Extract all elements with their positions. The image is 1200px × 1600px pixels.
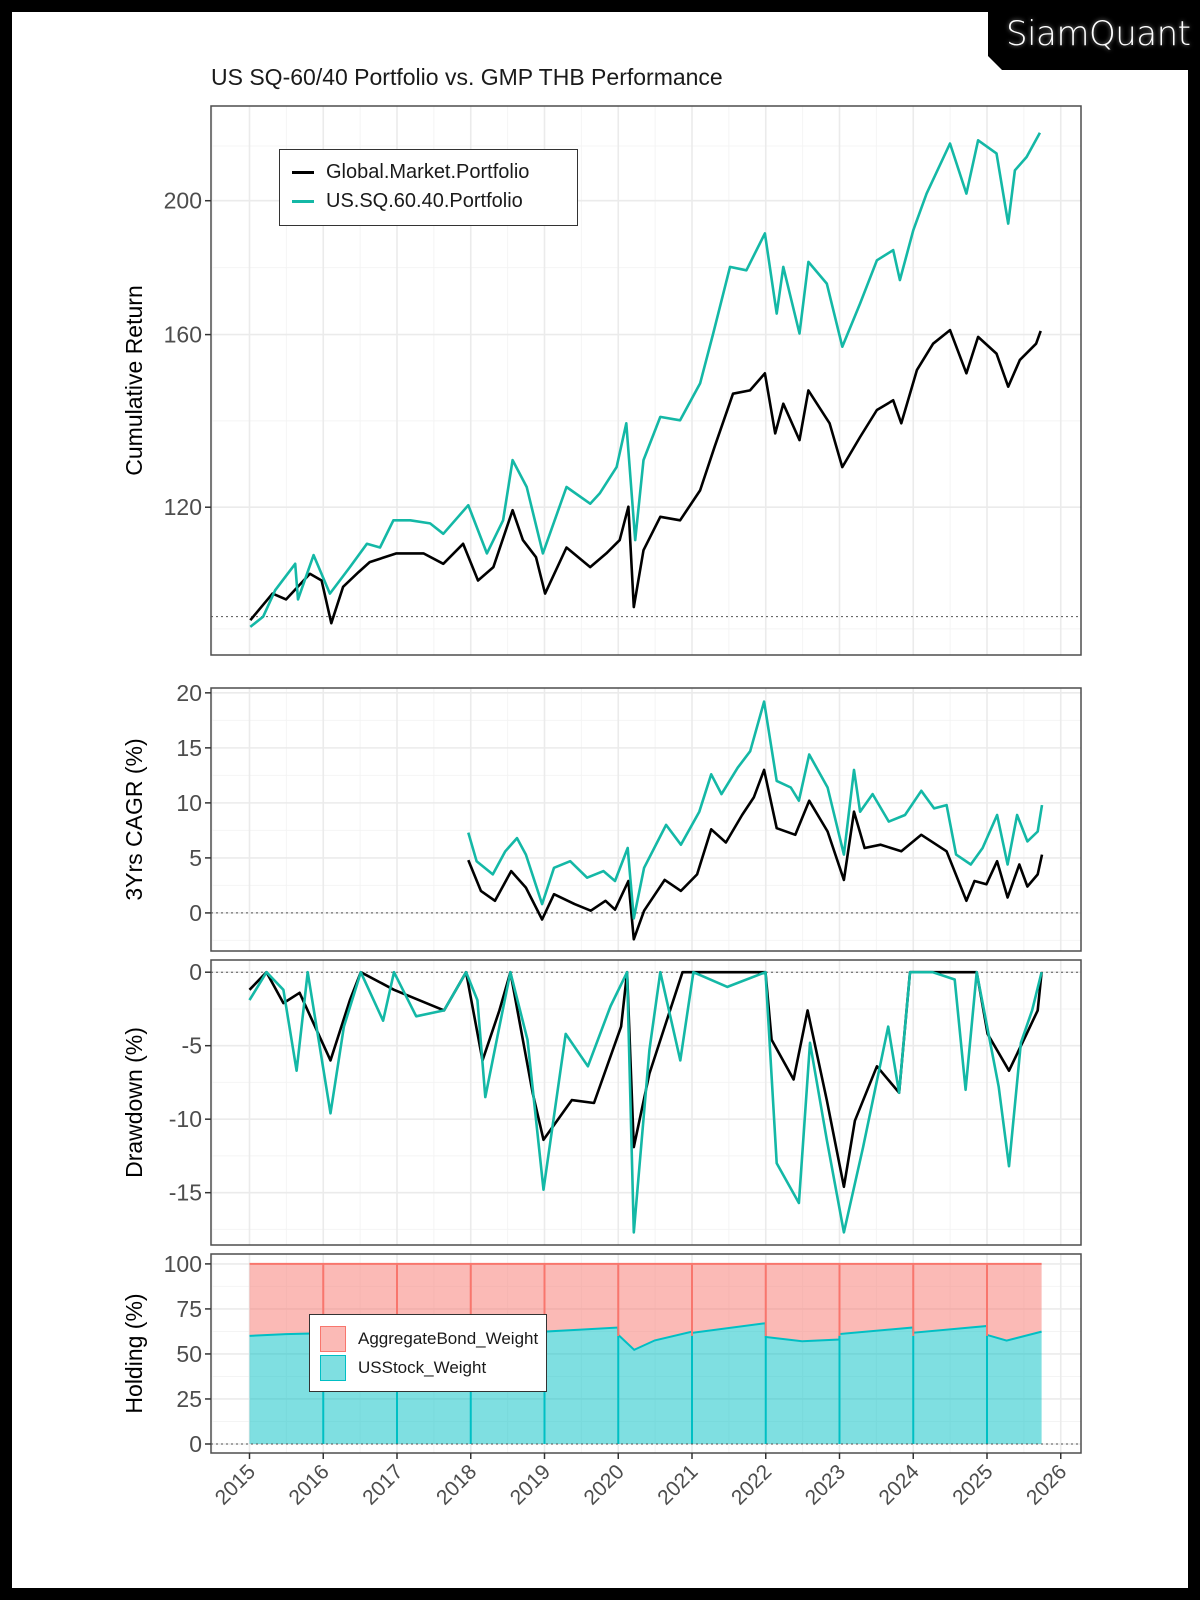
series-line-global-market-portfolio — [249, 328, 1042, 625]
panel-3: 0 -5 -10 -15 Drawdown (%) — [121, 959, 1082, 1246]
legend-label: AggregateBond_Weight — [358, 1328, 539, 1348]
x-tick-label: 2017 — [358, 1460, 407, 1509]
series-line-us-sq-60-40-portfolio — [249, 132, 1042, 628]
y-tick-label: 160 — [164, 322, 202, 348]
y-tick-label: -5 — [182, 1033, 202, 1059]
y-axis-title: Drawdown (%) — [121, 1027, 147, 1178]
y-tick-label: 50 — [176, 1341, 202, 1367]
legend-key-black-line — [292, 171, 314, 174]
chart-title: US SQ-60/40 Portfolio vs. GMP THB Perfor… — [211, 64, 723, 90]
x-tick-label: 2015 — [211, 1460, 260, 1509]
y-tick-label: 200 — [164, 188, 202, 214]
logo-text: SiamQuant — [1006, 14, 1191, 54]
siamquant-logo: SiamQuant — [988, 0, 1200, 70]
x-tick-label: 2019 — [506, 1460, 555, 1509]
series-line-global-market-portfolio — [467, 768, 1044, 941]
legend-key-teal-line — [292, 200, 314, 203]
x-tick-label: 2024 — [874, 1460, 924, 1510]
x-tick-label: 2018 — [432, 1460, 481, 1509]
x-tick-label: 2023 — [801, 1460, 850, 1509]
panel-1: 120 160 200 Cumulative Return — [121, 105, 1082, 656]
y-tick-label: 100 — [164, 1251, 202, 1277]
legend-label: Global.Market.Portfolio — [326, 161, 530, 183]
legend-item-us-sq-60-40-portfolio: US.SQ.60.40.Portfolio — [292, 187, 577, 216]
panel-border — [210, 105, 1082, 656]
legend-label: US.SQ.60.40.Portfolio — [326, 190, 523, 212]
y-tick-label: 10 — [176, 790, 202, 816]
x-tick-label: 2020 — [579, 1460, 628, 1509]
y-tick-label: 20 — [176, 680, 202, 706]
y-tick-label: 15 — [176, 735, 202, 761]
legend-item-aggregate-bond: AggregateBond_Weight — [320, 1324, 546, 1353]
y-tick-label: 0 — [189, 959, 202, 985]
y-axis-title: 3Yrs CAGR (%) — [121, 738, 147, 900]
panel-4: 0 25 50 75 100 Holding (%) 2015 2016 2017 2018 201… — [121, 1251, 1082, 1510]
legend-key-red-box — [320, 1325, 346, 1352]
y-tick-label: 0 — [189, 900, 202, 926]
legend-holding: AggregateBond_Weight USStock_Weight — [309, 1314, 547, 1392]
y-tick-label: 0 — [189, 1431, 202, 1457]
x-tick-label: 2016 — [284, 1460, 333, 1509]
x-tick-label: 2021 — [653, 1460, 702, 1509]
x-tick-label: 2022 — [727, 1460, 776, 1509]
y-tick-label: 5 — [189, 845, 202, 871]
y-axis-title: Holding (%) — [121, 1293, 147, 1413]
legend-label: USStock_Weight — [358, 1357, 487, 1377]
series-line-us-sq-60-40-portfolio — [467, 700, 1044, 920]
y-tick-label: 75 — [176, 1296, 202, 1322]
y-tick-label: 25 — [176, 1386, 202, 1412]
x-tick-label: 2025 — [948, 1460, 997, 1509]
panel-2: 0 5 10 15 20 3Yrs CAGR (%) — [121, 680, 1082, 952]
x-tick-label: 2026 — [1022, 1460, 1071, 1509]
y-axis-title: Cumulative Return — [121, 285, 147, 475]
legend-key-teal-box — [320, 1354, 346, 1381]
panel-border — [210, 959, 1082, 1246]
y-tick-label: -10 — [169, 1106, 202, 1132]
legend-item-global-market-portfolio: Global.Market.Portfolio — [292, 158, 577, 187]
series-line-us-sq-60-40-portfolio — [248, 970, 1043, 1234]
y-tick-label: -15 — [169, 1180, 202, 1206]
legend-performance: Global.Market.Portfolio US.SQ.60.40.Port… — [279, 149, 578, 226]
legend-item-us-stock: USStock_Weight — [320, 1353, 546, 1382]
y-tick-label: 120 — [164, 494, 202, 520]
panel-border — [210, 687, 1082, 952]
